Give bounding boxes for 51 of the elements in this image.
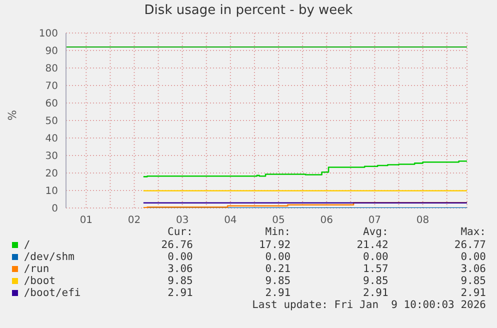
y-tick-label: 30 xyxy=(45,151,58,162)
y-tick-label: 50 xyxy=(45,116,58,128)
x-tick-label: 04 xyxy=(224,215,237,226)
text: Min: xyxy=(264,226,291,239)
y-tick-label: 90 xyxy=(45,46,58,58)
text: 26.77 xyxy=(453,239,486,251)
text: 2.91 xyxy=(460,287,486,299)
y-tick-label: 20 xyxy=(45,168,58,180)
x-tick-label: 07 xyxy=(368,215,382,226)
text: 9.85 xyxy=(166,275,193,287)
text: 0.00 xyxy=(264,251,291,263)
text: 9.85 xyxy=(264,275,291,287)
x-tick-label: 05 xyxy=(272,215,285,226)
text: 9.85 xyxy=(460,275,486,287)
text: Last update: Fri Jan 9 10:00:03 2026 xyxy=(251,299,486,312)
x-tick-label: 02 xyxy=(128,215,141,226)
text: 1.57 xyxy=(362,263,388,275)
y-tick-label: 40 xyxy=(45,134,58,145)
text: Cur: xyxy=(166,226,193,239)
chart-title: Disk usage in percent - by week xyxy=(143,3,354,18)
legend-label: / xyxy=(24,239,32,251)
text: 0.21 xyxy=(264,263,291,275)
text: 0.00 xyxy=(460,251,486,263)
text: 2.91 xyxy=(264,287,291,299)
legend-label: /dev/shm xyxy=(24,251,76,263)
y-tick-label: 60 xyxy=(45,98,58,110)
text: 17.92 xyxy=(258,239,291,251)
text: 9.85 xyxy=(362,275,388,287)
y-tick-label: 10 xyxy=(45,186,58,198)
x-tick-label: 01 xyxy=(80,215,93,226)
text: 3.06 xyxy=(166,263,193,275)
text: Max: xyxy=(460,226,486,239)
y-tick-label: 100 xyxy=(38,28,58,40)
legend-label: /run xyxy=(24,263,50,275)
legend-label: /boot/efi xyxy=(24,287,82,299)
y-tick-label: 80 xyxy=(45,64,58,75)
legend-label: /boot xyxy=(24,275,56,287)
y-tick-label: 70 xyxy=(45,81,58,92)
text: Avg: xyxy=(362,226,388,239)
x-tick-label: 06 xyxy=(320,215,333,226)
text: 21.42 xyxy=(356,239,388,251)
text: 2.91 xyxy=(166,287,193,299)
y-tick-label: 0 xyxy=(52,204,58,215)
x-tick-label: 08 xyxy=(416,215,430,226)
text: 0.00 xyxy=(362,251,388,263)
text: 26.76 xyxy=(160,239,193,251)
text: 3.06 xyxy=(460,263,486,275)
text: 2.91 xyxy=(362,287,388,299)
text: 0.00 xyxy=(166,251,193,263)
y-axis-title: % xyxy=(6,110,19,120)
x-tick-label: 03 xyxy=(176,215,189,226)
